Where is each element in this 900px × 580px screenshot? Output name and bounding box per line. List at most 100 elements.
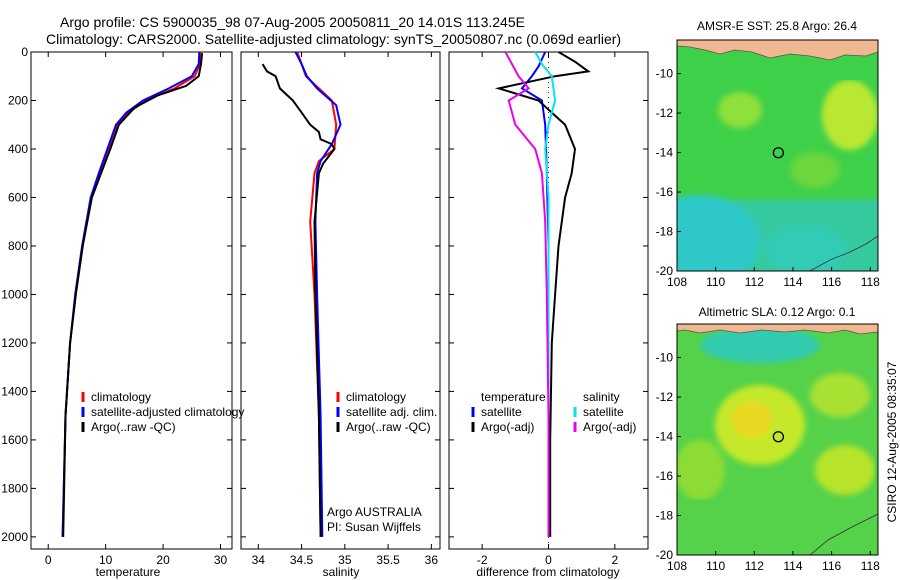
sst-map-ytick-label: -12 — [656, 106, 674, 120]
sst-map-xtick-label: 108 — [667, 275, 687, 289]
footer-stamp: CSIRO 12-Aug-2005 08:35:07 — [885, 361, 899, 522]
salinity-annotation-pi: PI: Susan Wijffels — [327, 520, 421, 534]
depth-tick-label: 1000 — [1, 287, 28, 301]
sst-map-xtick-label: 112 — [745, 275, 764, 289]
difference-xtick-label: -2 — [477, 553, 488, 567]
salinity-xtick-label: 35 — [338, 553, 352, 567]
sst-map-axes — [676, 39, 879, 272]
depth-tick-label: 600 — [8, 190, 28, 204]
temperature-series-argo-raw-qc- — [62, 53, 204, 537]
sla-field-high-right — [810, 373, 870, 417]
temperature-xtick-label: 10 — [99, 553, 113, 567]
sla-map-argo-marker — [772, 431, 785, 443]
sla-map-coastline — [677, 324, 878, 335]
temperature-series-satellite-adjusted-climatology — [61, 51, 201, 537]
sst-map-coastline — [677, 40, 878, 61]
difference-legend-label: Argo(-adj) — [481, 420, 534, 434]
sst-map-contour — [809, 235, 878, 271]
depth-tick-label: 1800 — [1, 481, 28, 495]
sst-field-warm-patch-2 — [718, 92, 762, 128]
sla-map-ytick-label: -16 — [656, 469, 674, 483]
sla-map-xtick-label: 108 — [667, 559, 687, 573]
sla-map-ytick-label: -14 — [656, 430, 674, 444]
sst-map-xtick-label: 110 — [706, 275, 725, 289]
difference-series-temperature-satellite — [520, 51, 550, 537]
sst-field — [677, 80, 878, 271]
temperature-xtick-label: 20 — [156, 553, 170, 567]
sst-map-ytick-label: -18 — [656, 225, 674, 239]
salinity-legend-label: climatology — [346, 390, 406, 404]
salinity-xtick-label: 35.5 — [376, 553, 400, 567]
sla-map-ytick-label: -10 — [656, 351, 674, 365]
salinity-legend-label: Argo(..raw -QC) — [346, 420, 431, 434]
temperature-axes — [30, 51, 233, 550]
salinity-xtick-label: 34 — [252, 553, 266, 567]
depth-tick-label: 2000 — [1, 530, 28, 544]
figure-title-line1: Argo profile: CS 5900035_98 07-Aug-2005 … — [60, 14, 525, 30]
depth-tick-label: 0 — [21, 45, 28, 59]
temperature-xlabel: temperature — [96, 565, 161, 579]
sst-map-xtick-label: 118 — [861, 275, 880, 289]
sst-field-warm-patch-3 — [790, 152, 840, 188]
sla-map-ytick-label: -18 — [656, 509, 674, 523]
sla-map-xtick-label: 116 — [822, 559, 841, 573]
sst-map-xtick-label: 116 — [822, 275, 841, 289]
sla-map-ytick-label: -20 — [656, 548, 674, 562]
sst-map-xtick-label: 114 — [783, 275, 802, 289]
sst-map-title: AMSR-E SST: 25.8 Argo: 26.4 — [697, 19, 857, 33]
difference-xlabel: difference from climatology — [476, 565, 619, 579]
sla-field-high-low — [815, 445, 875, 495]
temperature-xtick-label: 30 — [214, 553, 228, 567]
difference-legend-label: satellite — [583, 405, 624, 419]
sla-field-mid — [677, 440, 725, 500]
difference-series-temperature-argo-adj- — [494, 51, 591, 537]
depth-tick-label: 400 — [8, 142, 28, 156]
sla-map-ytick-label: -12 — [656, 390, 674, 404]
salinity-series-argo-raw-qc- — [261, 63, 336, 537]
sst-map-panel: AMSR-E SST: 25.8 Argo: 26.4 108 110 112 114… — [656, 19, 880, 289]
difference-legend-label: satellite — [481, 405, 522, 419]
salinity-annotation-argo: Argo AUSTRALIA — [327, 505, 422, 519]
sla-map-xtick-label: 114 — [783, 559, 802, 573]
difference-panel: difference from climatology temperature … — [448, 51, 649, 579]
salinity-xtick-label: 34.5 — [290, 553, 314, 567]
sst-field-cool-band — [677, 195, 760, 271]
sla-map-xtick-label: 112 — [745, 559, 764, 573]
depth-tick-label: 1400 — [1, 384, 28, 398]
sst-map-ytick-label: -16 — [656, 185, 674, 199]
sst-map-ytick-label: -20 — [656, 264, 674, 278]
sst-field-cool-patch — [765, 225, 845, 271]
sst-map-argo-marker — [772, 147, 785, 159]
sla-field — [677, 327, 875, 500]
salinity-xlabel: salinity — [323, 565, 360, 579]
depth-tick-label: 200 — [8, 93, 28, 107]
temperature-series-climatology — [61, 51, 202, 537]
sst-field-warm-patch — [822, 80, 878, 150]
temperature-legend-label: Argo(..raw -QC) — [91, 420, 176, 434]
sla-map-axes — [676, 323, 879, 556]
temperature-legend-label: climatology — [91, 390, 151, 404]
sla-map-contour — [809, 513, 878, 555]
difference-legend-title-salinity: salinity — [583, 390, 620, 404]
difference-legend-label: Argo(-adj) — [583, 420, 636, 434]
salinity-legend-label: satellite adj. clim. — [346, 405, 437, 419]
sla-map-xtick-label: 118 — [861, 559, 880, 573]
figure-title-line2: Climatology: CARS2000. Satellite-adjuste… — [46, 31, 621, 47]
difference-xtick-label: 2 — [611, 553, 618, 567]
sst-map-ytick-label: -14 — [656, 146, 674, 160]
difference-series-salinity-argo-adj- — [504, 51, 550, 537]
temperature-xtick-label: 0 — [45, 553, 52, 567]
depth-tick-label: 800 — [8, 239, 28, 253]
sla-field-cyan-top — [700, 327, 820, 363]
depth-tick-label: 1200 — [1, 336, 28, 350]
salinity-xtick-label: 36 — [425, 553, 439, 567]
salinity-panel: salinity Argo AUSTRALIA PI: Susan Wijffe… — [240, 51, 441, 579]
sla-map-xtick-label: 110 — [706, 559, 725, 573]
temperature-panel: temperature 0 10 20 30 0 200 400 600 800 1000 1200… — [1, 45, 244, 579]
salinity-axes — [240, 51, 441, 550]
sst-map-ytick-label: -10 — [656, 67, 674, 81]
difference-legend-title-temperature: temperature — [481, 390, 546, 404]
temperature-legend-label: satellite-adjusted climatology — [91, 405, 244, 419]
salinity-series-satellite-adj-clim- — [294, 51, 342, 537]
